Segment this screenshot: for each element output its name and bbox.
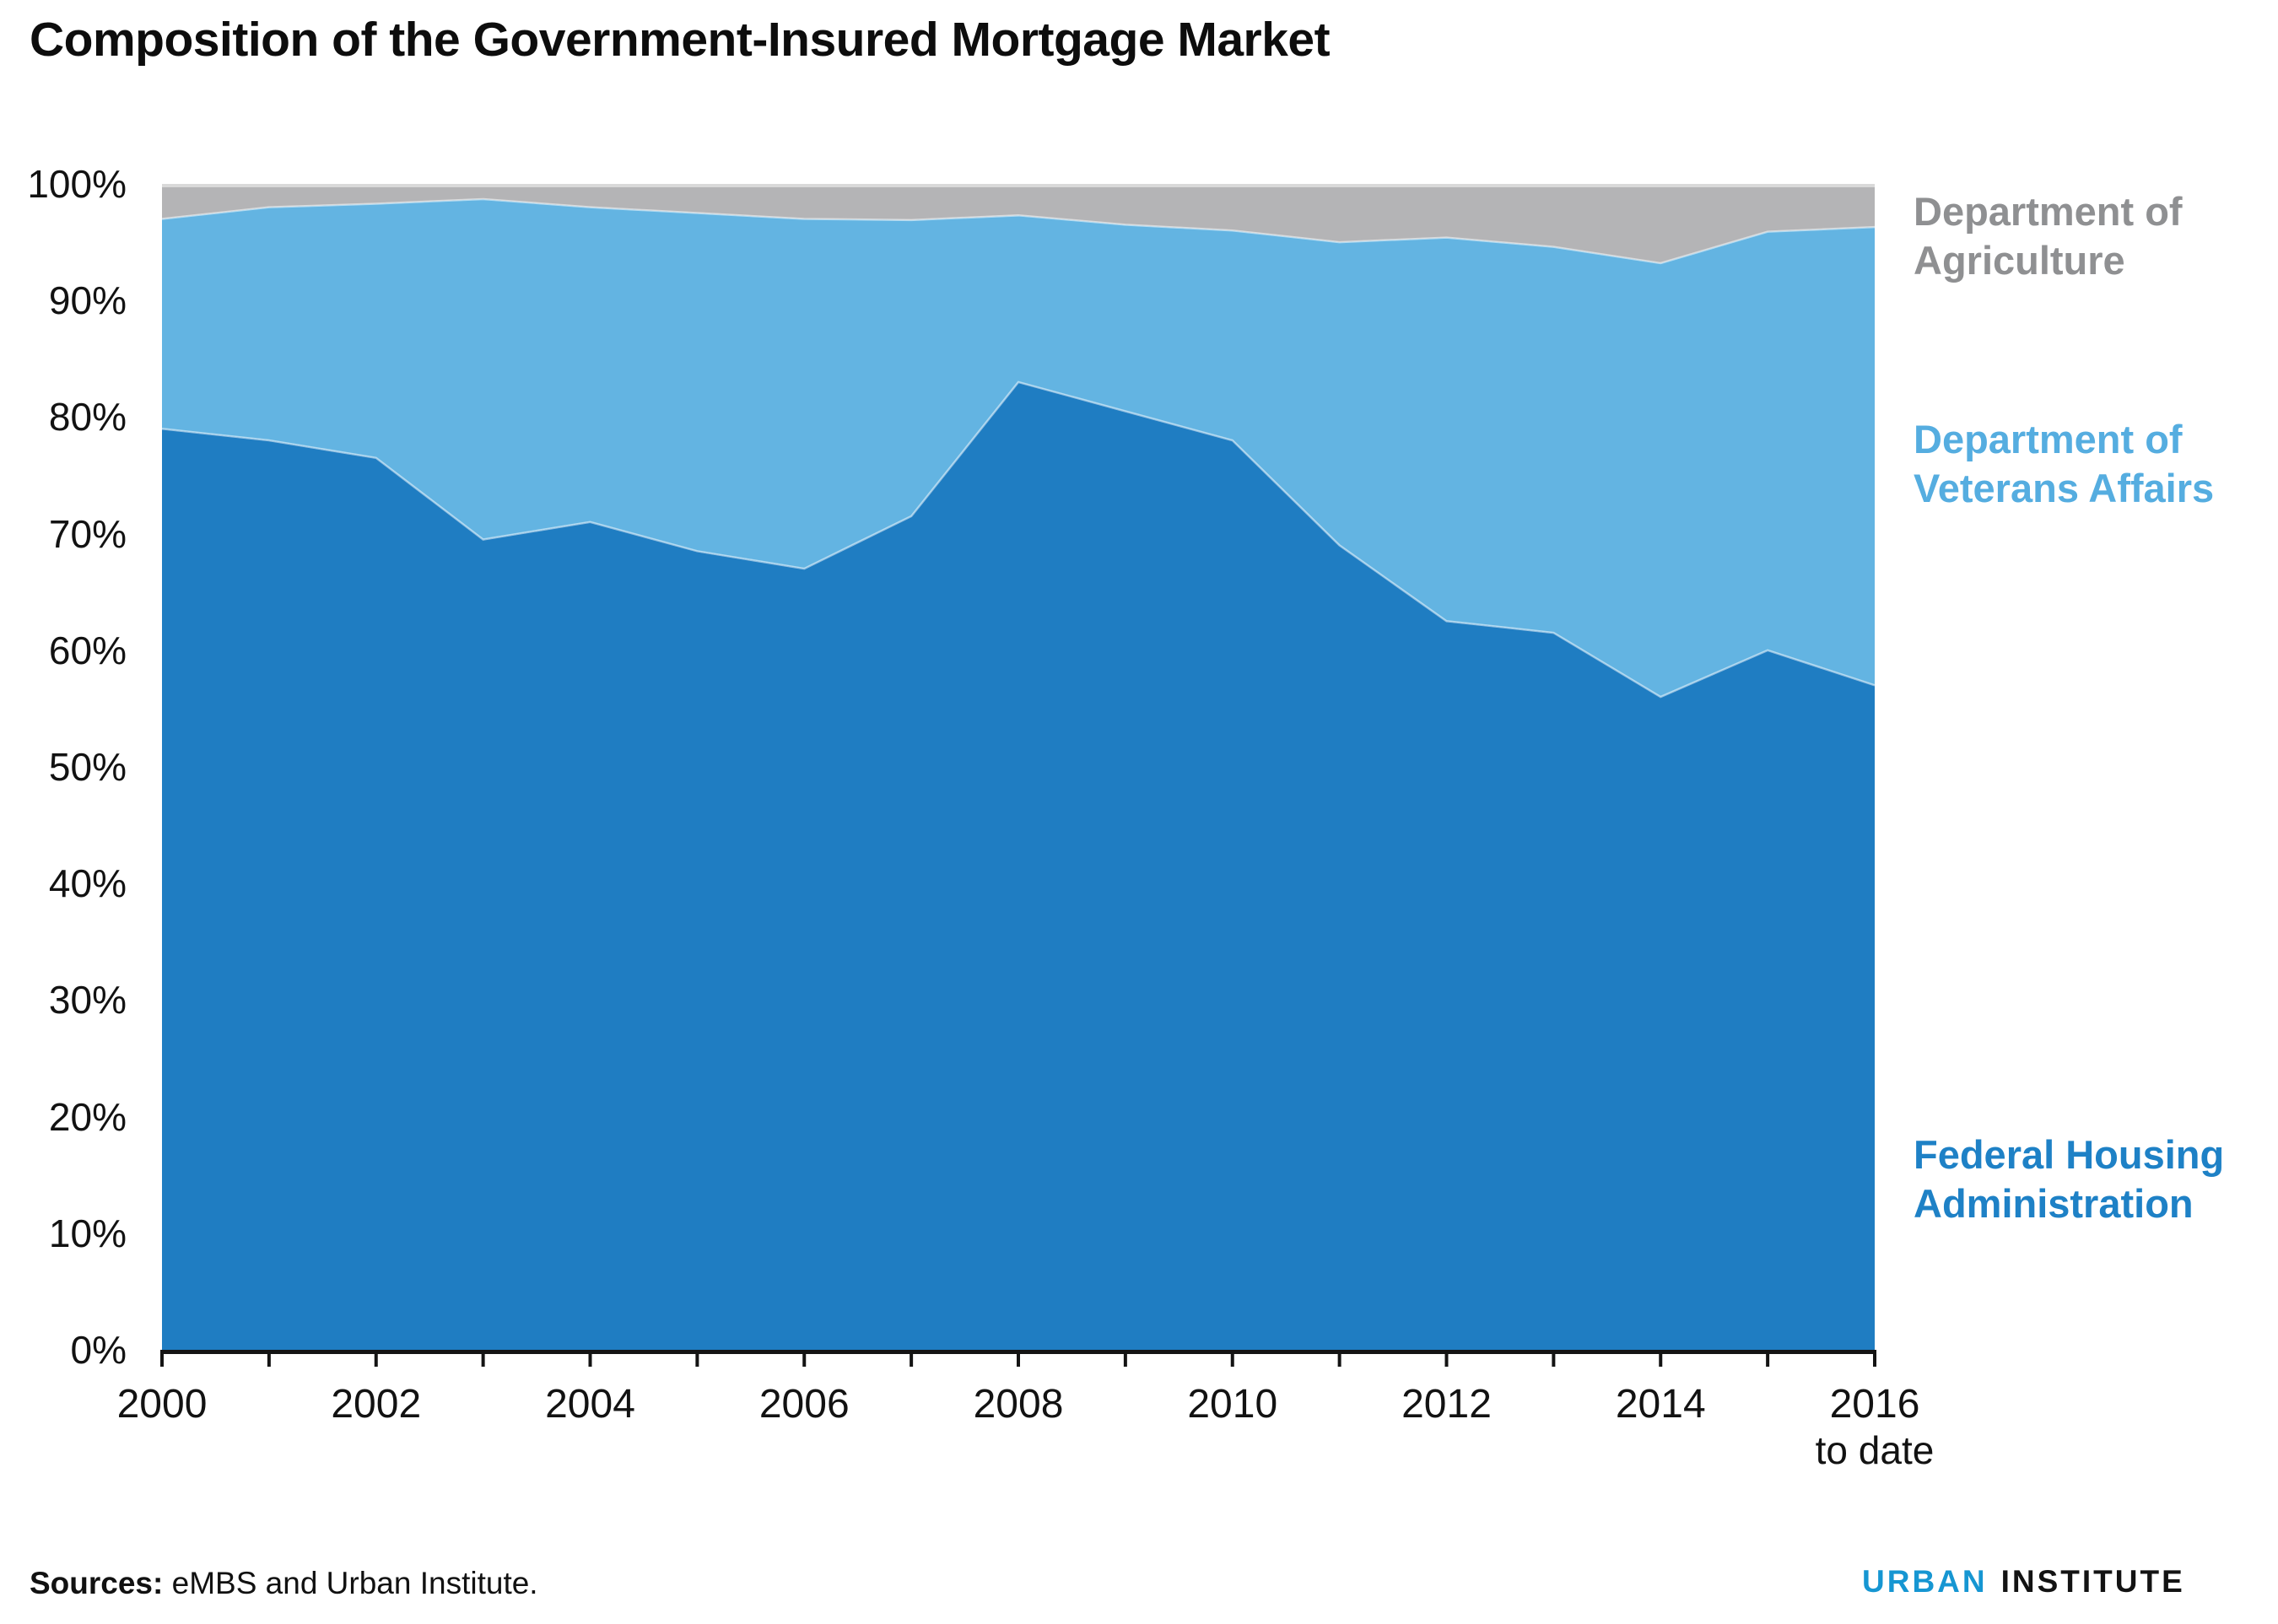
x-tick-label: 2014 [1559,1382,1762,1427]
legend-fha-line1: Federal Housing [1914,1132,2225,1177]
x-tick-year: 2002 [331,1382,422,1427]
legend-fha-line2: Administration [1914,1181,2194,1226]
x-axis-tick [1123,1354,1127,1367]
x-tick-year: 2006 [758,1382,850,1427]
y-tick-label: 80% [48,395,127,440]
x-tick-label: 2006 [703,1382,905,1427]
y-tick-label: 90% [48,278,127,323]
legend-va-line1: Department of [1914,417,2183,461]
x-tick-label: 2016 to date [1773,1382,1976,1473]
chart-title: Composition of the Government-Insured Mo… [30,13,1331,67]
x-tick-label: 2008 [917,1382,1120,1427]
x-axis-tick [374,1354,378,1367]
y-tick-label: 70% [48,511,127,556]
x-axis-line [160,1350,1876,1354]
y-tick-label: 0% [70,1328,127,1372]
legend-federal-housing-administration: Federal Housing Administration [1914,1130,2224,1228]
x-axis-tick [695,1354,699,1367]
legend-usda-line2: Agriculture [1914,238,2125,283]
x-tick-year: 2012 [1401,1382,1492,1427]
x-axis-tick [267,1354,271,1367]
x-tick-year: 2000 [116,1382,208,1427]
x-axis-tick [481,1354,485,1367]
area-department-of-agriculture [162,184,1875,263]
x-axis-tick [160,1354,164,1367]
x-tick-year: 2004 [545,1382,635,1427]
x-axis-tick [1552,1354,1556,1367]
source-note: Sources: eMBS and Urban Institute. [30,1566,538,1601]
x-axis-tick [1230,1354,1234,1367]
y-tick-label: 60% [48,628,127,672]
area-federal-housing-administration [162,381,1875,1351]
y-tick-label: 10% [48,1211,127,1255]
source-note-label: Sources: [30,1566,164,1600]
x-axis-tick [1766,1354,1770,1367]
legend-department-of-agriculture: Department of Agriculture [1914,187,2183,285]
x-axis-tick [802,1354,807,1367]
x-axis-tick [1444,1354,1449,1367]
logo-word-urban: URBAN [1862,1564,1988,1599]
x-tick-label: 2010 [1131,1382,1334,1427]
x-tick-year: 2010 [1187,1382,1278,1427]
x-axis-tick [588,1354,592,1367]
x-tick-label: 2012 [1346,1382,1548,1427]
x-axis-tick [1017,1354,1020,1367]
x-tick-sublabel: to date [1815,1428,1935,1472]
y-tick-label: 100% [27,162,127,206]
boundary-va-usda [161,197,1876,265]
x-axis-tick [1873,1354,1876,1367]
area-department-of-veterans-affairs [162,198,1875,698]
logo-word-institute: INSTITUTE [2000,1564,2185,1599]
legend-usda-line1: Department of [1914,189,2183,234]
y-tick-label: 30% [48,978,127,1022]
y-tick-label: 40% [48,861,127,906]
x-axis-tick [1659,1354,1663,1367]
x-axis-tick [910,1354,914,1367]
x-tick-label: 2004 [489,1382,692,1427]
x-tick-year: 2016 [1829,1382,1920,1427]
y-tick-label: 20% [48,1094,127,1139]
source-note-text: eMBS and Urban Institute. [163,1566,538,1600]
x-tick-year: 2014 [1615,1382,1706,1427]
legend-department-of-veterans-affairs: Department of Veterans Affairs [1914,415,2214,513]
y-tick-label: 50% [48,745,127,789]
x-tick-year: 2008 [973,1382,1064,1427]
urban-institute-logo: URBAN INSTITUTE [1862,1564,2185,1600]
x-tick-label: 2000 [61,1382,263,1427]
boundary-fha-va [161,380,1876,699]
legend-va-line2: Veterans Affairs [1914,466,2215,510]
x-tick-label: 2002 [275,1382,478,1427]
x-axis-tick [1337,1354,1341,1367]
